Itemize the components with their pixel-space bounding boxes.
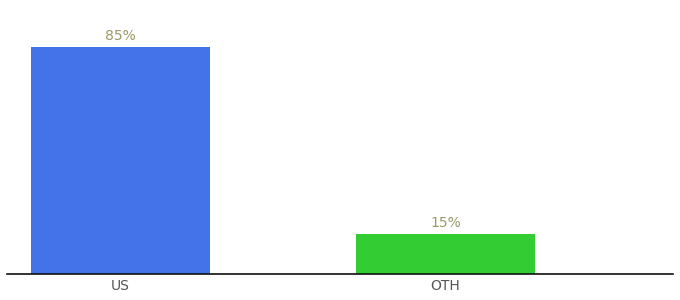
Text: 85%: 85% (105, 29, 136, 43)
Text: 15%: 15% (430, 216, 461, 230)
Bar (31, 47, 210, 274)
Bar (356, 234, 535, 274)
